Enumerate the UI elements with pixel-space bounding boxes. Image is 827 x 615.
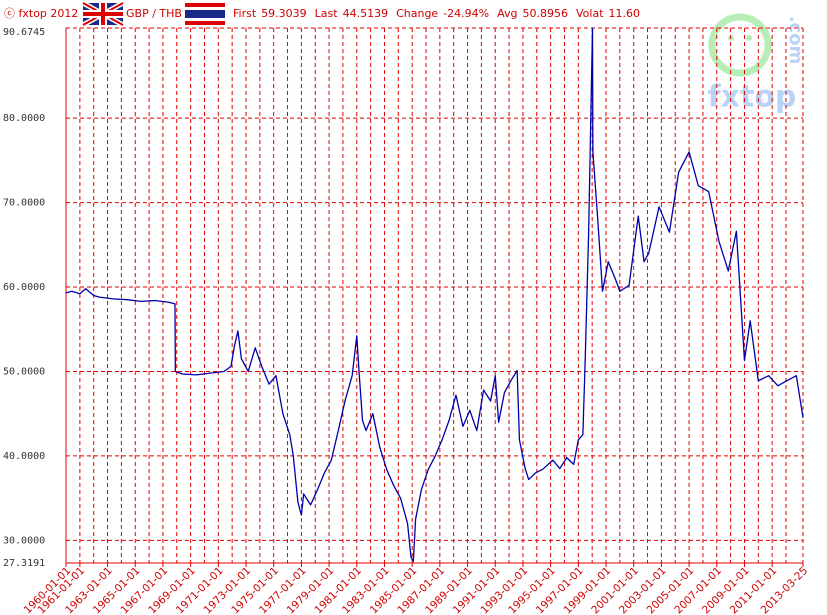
logo-ring <box>708 13 772 77</box>
stat-value: 59.3039 <box>261 7 307 20</box>
currency-pair: GBP / THB <box>126 7 182 20</box>
logo-name: fxtop <box>708 80 797 115</box>
rate-line <box>65 27 804 563</box>
flag-uk <box>81 0 125 28</box>
y-tick-label: 60.0000 <box>3 282 45 293</box>
stat-value: 44.5139 <box>343 7 389 20</box>
stat-label: First <box>233 7 257 20</box>
stat-label: Last <box>315 7 339 20</box>
stat-value: 50.8956 <box>523 7 569 20</box>
y-tick-label: 70.0000 <box>3 198 45 209</box>
y-tick-label: 27.3191 <box>3 558 45 569</box>
flag-th <box>185 3 225 25</box>
logo: fxtop .com <box>708 13 806 115</box>
y-tick-label: 30.0000 <box>3 535 45 546</box>
y-tick-label: 40.0000 <box>3 451 45 462</box>
copyright: ⓒ fxtop 2012 <box>4 7 78 20</box>
stat-value: -24.94% <box>443 7 489 20</box>
y-tick-label: 50.0000 <box>3 366 45 377</box>
header: ⓒ fxtop 2012 GBP / THB First 59.3039 Last 4… <box>4 0 640 28</box>
logo-eye <box>746 35 752 41</box>
y-tick-label: 90.6745 <box>3 27 45 38</box>
stat-label: Avg <box>497 7 517 20</box>
stat-label: Volat <box>576 7 604 20</box>
stat-value: 11.60 <box>609 7 641 20</box>
y-tick-label: 80.0000 <box>3 113 45 124</box>
stat-label: Change <box>396 7 438 20</box>
stats: First 59.3039 Last 44.5139 Change -24.94% Avg 5… <box>233 7 640 20</box>
